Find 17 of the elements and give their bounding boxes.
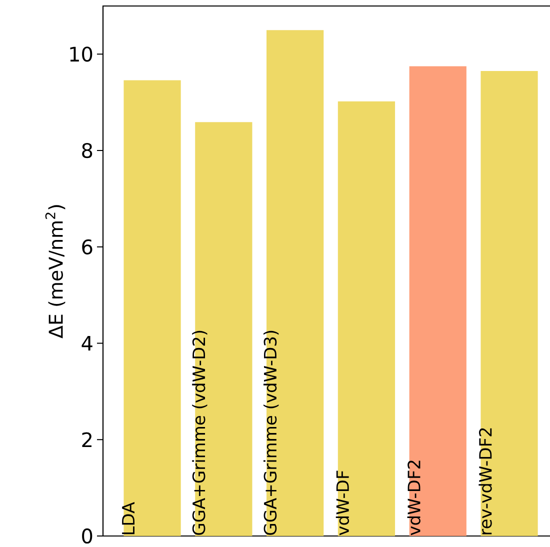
y-tick-label: 0 — [82, 528, 92, 544]
bar — [480, 71, 538, 536]
x-tick-label: LDA — [122, 502, 134, 534]
y-tick-label: 4 — [82, 336, 92, 351]
bar — [409, 66, 466, 536]
bar — [124, 80, 181, 536]
x-tick-label: GGA+Grimme (vdW-D2) — [192, 330, 208, 535]
y-tick-label: 6 — [82, 239, 92, 254]
x-tick-label: vdW-DF2 — [407, 460, 420, 536]
x-tick-label: GGA+Grimme (vdW-D3) — [263, 330, 279, 535]
y-tick-label: 10 — [70, 46, 92, 62]
x-tick-label: rev-vdW-DF2 — [478, 428, 492, 534]
y-tick-label: 2 — [82, 432, 92, 448]
x-tick-label: vdW-DF — [336, 470, 350, 536]
y-tick-label: 8 — [82, 142, 92, 158]
bar — [338, 101, 396, 536]
y-axis-title: ΔE (meV/nm$^{2}$) — [45, 205, 66, 338]
